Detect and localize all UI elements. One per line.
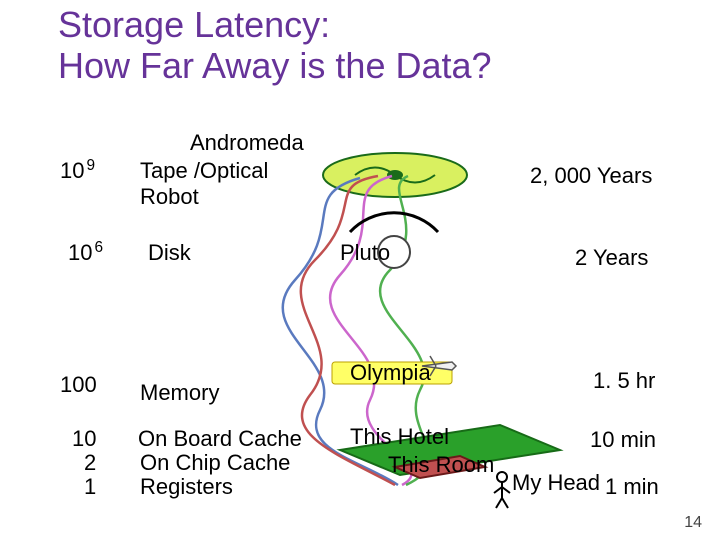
page-number: 14 bbox=[684, 514, 702, 532]
time-head: 1 min bbox=[605, 474, 659, 500]
page-title: Storage Latency: How Far Away is the Dat… bbox=[58, 4, 492, 87]
scale-10: 10 bbox=[72, 426, 96, 452]
location-hotel: This Hotel bbox=[350, 424, 449, 450]
storage-onchip-cache: On Chip Cache bbox=[140, 450, 290, 476]
location-room: This Room bbox=[388, 452, 494, 478]
storage-registers: Registers bbox=[140, 474, 233, 500]
scale-1e9: 109 bbox=[60, 158, 95, 184]
scale-2: 2 bbox=[84, 450, 96, 476]
time-pluto: 2 Years bbox=[575, 245, 648, 271]
scale-100: 100 bbox=[60, 372, 97, 398]
time-olympia: 1. 5 hr bbox=[593, 368, 655, 394]
time-andromeda: 2, 000 Years bbox=[530, 163, 652, 189]
andromeda-icon bbox=[323, 153, 467, 197]
head-icon bbox=[494, 472, 510, 508]
scale-1: 1 bbox=[84, 474, 96, 500]
storage-tape: Tape /Optical Robot bbox=[140, 158, 268, 210]
storage-disk: Disk bbox=[148, 240, 191, 266]
time-hotel: 10 min bbox=[590, 427, 656, 453]
storage-memory: Memory bbox=[140, 380, 219, 406]
location-andromeda: Andromeda bbox=[190, 130, 304, 156]
storage-onboard-cache: On Board Cache bbox=[138, 426, 302, 452]
location-olympia: Olympia bbox=[350, 360, 431, 386]
location-head: My Head bbox=[512, 470, 600, 496]
scale-1e6: 106 bbox=[68, 240, 103, 266]
location-pluto: Pluto bbox=[340, 240, 390, 266]
